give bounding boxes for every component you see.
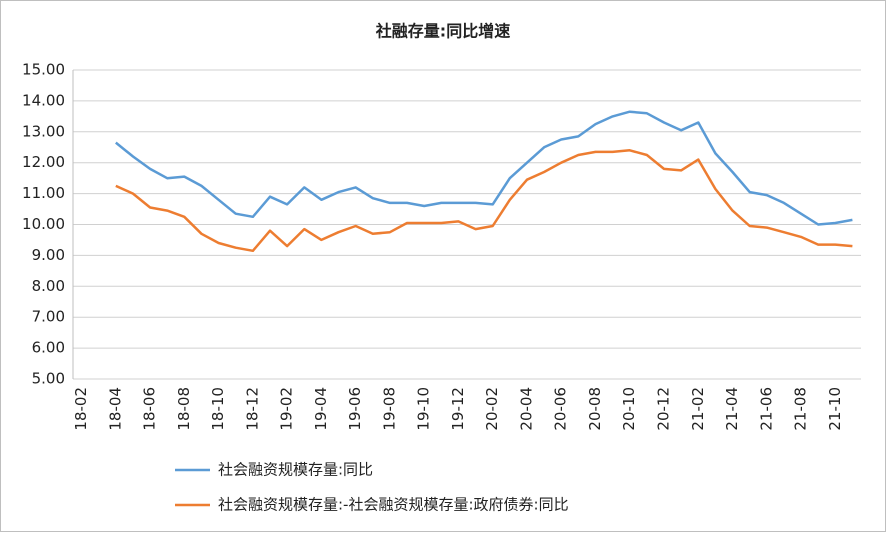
x-tick-label: 21-06 [757, 387, 775, 431]
series-line [115, 110, 853, 226]
x-tick-label: 18-02 [72, 387, 90, 431]
y-tick-label: 12.00 [22, 153, 65, 171]
x-tick-label: 19-12 [449, 387, 467, 431]
x-tick-label: 20-12 [655, 387, 673, 431]
x-tick-label: 20-02 [483, 387, 501, 431]
x-tick-label: 19-08 [380, 387, 398, 431]
y-tick-label: 15.00 [22, 61, 65, 79]
y-tick-label: 9.00 [32, 246, 65, 264]
x-tick-label: 20-10 [620, 387, 638, 431]
y-tick-label: 6.00 [32, 339, 65, 357]
y-tick-label: 7.00 [32, 308, 65, 326]
x-tick-label: 19-02 [278, 387, 296, 431]
series-line [115, 149, 853, 253]
x-tick-label: 18-06 [141, 387, 159, 431]
x-tick-label: 18-10 [209, 387, 227, 431]
x-tick-label: 18-04 [106, 387, 124, 431]
x-tick-label: 20-06 [552, 387, 570, 431]
x-tick-label: 18-12 [243, 387, 261, 431]
chart-title: 社融存量:同比增速 [375, 22, 510, 41]
y-tick-label: 13.00 [22, 122, 65, 140]
x-tick-label: 19-06 [346, 387, 364, 431]
x-tick-label: 21-02 [689, 387, 707, 431]
x-tick-label: 21-10 [826, 387, 844, 431]
x-tick-label: 18-08 [175, 387, 193, 431]
x-tick-label: 19-04 [312, 387, 330, 431]
legend-label: 社会融资规模存量:同比 [218, 461, 373, 479]
y-tick-label: 11.00 [22, 184, 65, 202]
y-tick-label: 8.00 [32, 277, 65, 295]
x-tick-label: 21-04 [723, 387, 741, 431]
x-tick-label: 19-10 [415, 387, 433, 431]
legend-label: 社会融资规模存量:-社会融资规模存量:政府债券:同比 [218, 496, 569, 514]
x-tick-label: 20-04 [517, 387, 535, 431]
x-tick-label: 20-08 [586, 387, 604, 431]
y-tick-label: 10.00 [22, 215, 65, 233]
y-tick-label: 14.00 [22, 91, 65, 109]
x-tick-label: 21-08 [792, 387, 810, 431]
y-tick-label: 5.00 [32, 370, 65, 388]
